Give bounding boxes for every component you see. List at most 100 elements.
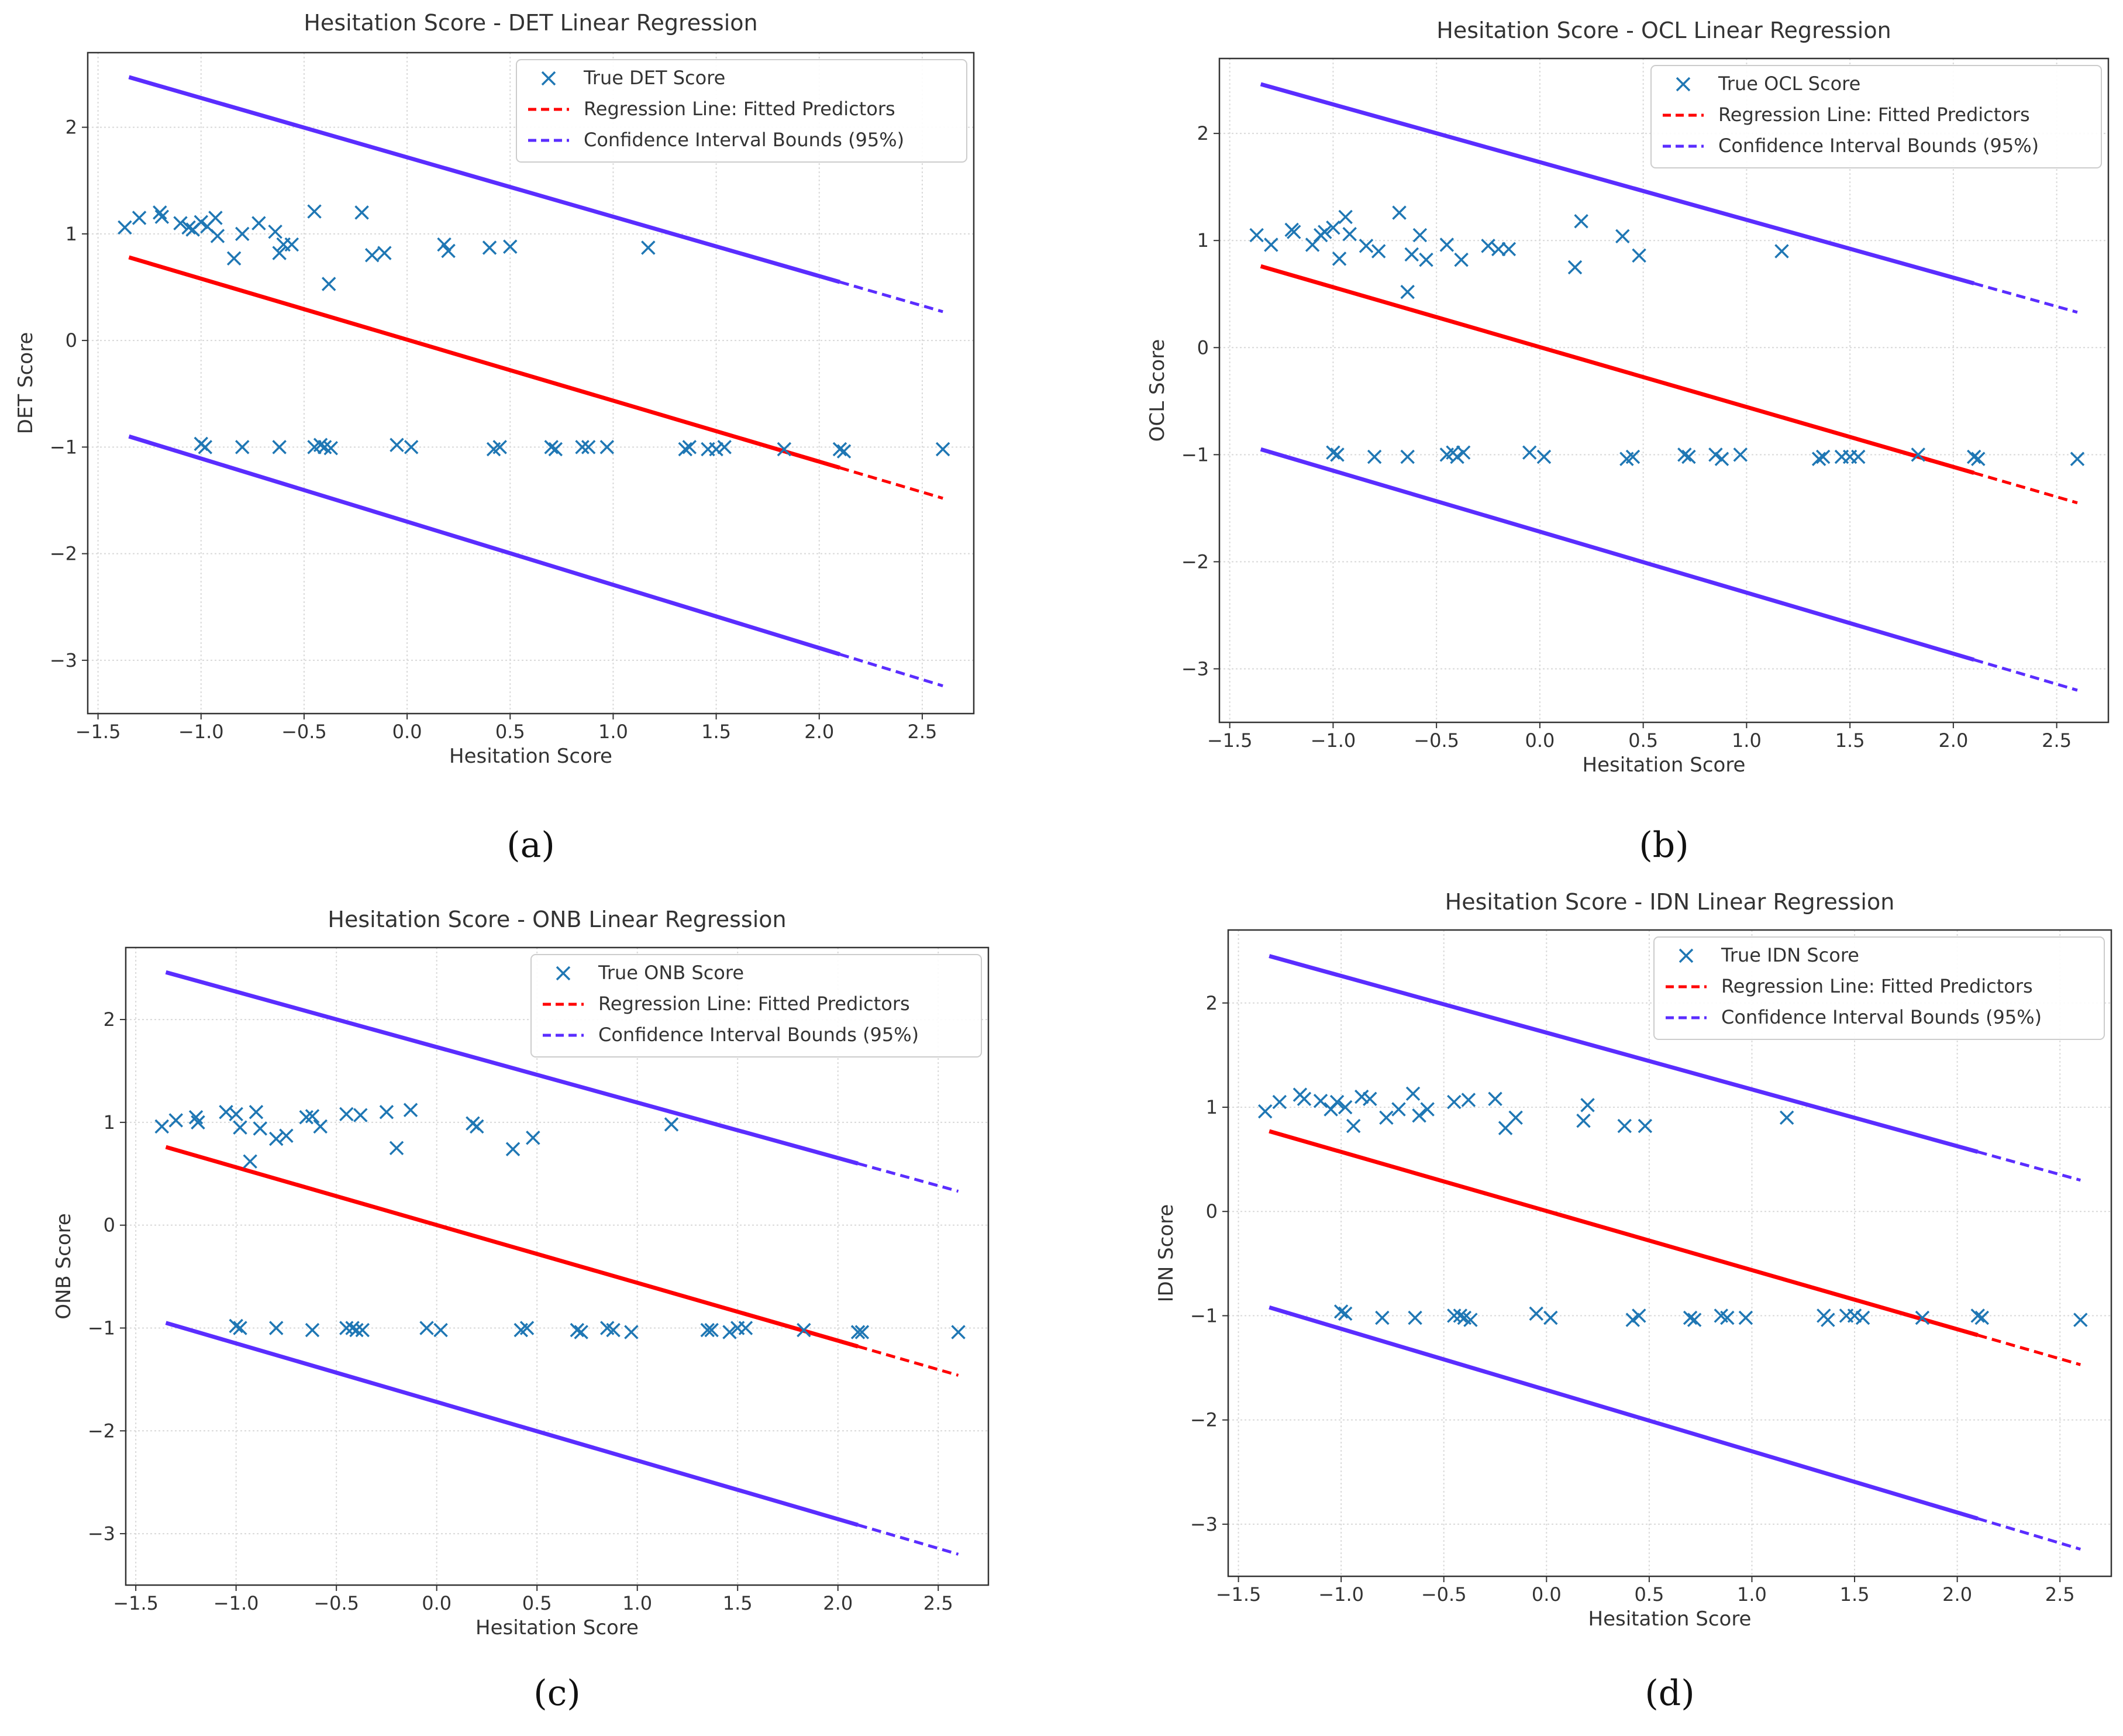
scatter-point: [437, 237, 452, 252]
scatter-point: [389, 1141, 404, 1156]
legend-scatter-marker: [541, 71, 556, 86]
legend-label: Confidence Interval Bounds (95%): [598, 1024, 919, 1046]
scatter-point: [624, 1325, 639, 1339]
scatter-point: [235, 226, 250, 242]
confidence-bound-line-tail: [1977, 1517, 2081, 1551]
scatter-point: [2073, 1313, 2088, 1327]
x-tick-label: −1.5: [1207, 729, 1253, 752]
confidence-bound-line-tail: [1973, 658, 2078, 692]
x-tick-label: 1.0: [598, 721, 628, 743]
scatter-point: [951, 1325, 966, 1339]
scatter-point: [1332, 252, 1347, 266]
scatter-point: [1359, 239, 1374, 253]
legend: True DET Score Regression Line: Fitted Pr…: [516, 59, 967, 163]
x-tick-label: −0.5: [1414, 729, 1459, 752]
scatter-point: [419, 1321, 434, 1335]
scatter-point: [1974, 1310, 1990, 1325]
scatter-point: [738, 1321, 753, 1335]
confidence-bound-line: [128, 75, 840, 284]
scatter-point: [118, 220, 132, 235]
scatter-point: [1287, 225, 1301, 239]
y-tick-label: 0: [1206, 1200, 1218, 1222]
scatter-point: [299, 1110, 313, 1125]
scatter-point: [233, 1120, 247, 1135]
scatter-point: [1529, 1306, 1543, 1321]
scatter-point: [1847, 1308, 1862, 1323]
scatter-point: [482, 240, 497, 255]
scatter-point: [1392, 205, 1407, 220]
confidence-bound-line: [128, 434, 841, 656]
chart-panel-b: −1.5 −1.0 −0.5 0.0 0.5 1.0 1.5 2.0 2.5 −3 −2 −1 0 1 2 H…: [1146, 18, 2110, 866]
scatter-point: [1821, 1313, 1835, 1327]
scatter-point: [575, 440, 590, 454]
scatter-point: [832, 442, 847, 457]
scatter-point: [935, 442, 950, 457]
y-tick-label: −2: [1181, 550, 1209, 573]
scatter-point: [1567, 260, 1583, 275]
x-tick-label: −1.0: [178, 721, 224, 743]
legend: True IDN Score Regression Line: Fitted Pr…: [1653, 936, 2105, 1040]
x-tick-label: 0.0: [422, 1592, 452, 1614]
scatter-point: [403, 1103, 418, 1118]
x-axis-label: Hesitation Score: [1583, 753, 1746, 777]
scatter-point: [1508, 1110, 1523, 1125]
scatter-point: [1249, 228, 1264, 243]
scatter-point: [249, 1105, 264, 1120]
scatter-point: [1855, 1310, 1870, 1325]
scatter-point: [1970, 1308, 1985, 1323]
scatter-point: [233, 1321, 247, 1335]
scatter-point: [272, 246, 287, 260]
scatter-point: [404, 440, 419, 454]
scatter-point: [390, 438, 404, 452]
regression-line-tail: [839, 466, 943, 500]
scatter-point: [1447, 1094, 1462, 1110]
scatter-point: [313, 438, 328, 452]
scatter-point: [1375, 1310, 1390, 1325]
scatter-point: [1400, 449, 1415, 464]
scatter-point: [1733, 447, 1748, 462]
scatter-point: [307, 204, 322, 219]
x-tick-label: −1.5: [75, 721, 121, 743]
y-tick-label: −1: [88, 1317, 115, 1339]
scatter-point: [235, 440, 250, 454]
scatter-point: [323, 440, 338, 456]
legend-label: Confidence Interval Bounds (95%): [1718, 135, 2039, 157]
scatter-point: [305, 1322, 320, 1338]
y-tick-label: −2: [1190, 1409, 1218, 1431]
scatter-point: [355, 1322, 370, 1338]
y-tick-label: 2: [1197, 122, 1209, 144]
scatter-point: [503, 239, 518, 254]
legend-label: Regression Line: Fitted Predictors: [584, 98, 895, 120]
legend-label: Regression Line: Fitted Predictors: [1721, 975, 2033, 997]
scatter-point: [229, 1107, 243, 1122]
y-axis-label: ONB Score: [52, 1213, 75, 1320]
scatter-point: [321, 277, 336, 291]
x-tick-label: 0.0: [1525, 729, 1555, 752]
x-tick-label: 1.5: [1840, 1583, 1870, 1606]
confidence-bound-line: [1260, 447, 1975, 662]
scatter-point: [1404, 247, 1419, 262]
confidence-bound-line-tail: [839, 653, 943, 688]
regression-line-tail: [1977, 1334, 2081, 1366]
panel-caption: (a): [506, 825, 555, 866]
y-tick-label: −3: [1190, 1513, 1218, 1535]
x-tick-label: 1.5: [701, 721, 731, 743]
x-tick-label: 1.0: [622, 1592, 652, 1614]
y-tick-label: 1: [66, 223, 77, 245]
y-tick-label: −1: [1190, 1304, 1218, 1327]
y-tick-label: 2: [104, 1008, 115, 1031]
scatter-point: [1420, 1102, 1435, 1117]
scatter-point: [1326, 445, 1340, 460]
scatter-point: [1815, 449, 1831, 464]
y-tick-label: 1: [104, 1111, 115, 1134]
chart-title: Hesitation Score - DET Linear Regression: [304, 10, 757, 36]
y-tick-label: 2: [1206, 992, 1218, 1014]
scatter-point: [1367, 449, 1382, 464]
scatter-point: [581, 440, 596, 454]
legend-scatter-marker: [1676, 77, 1691, 92]
x-tick-label: 1.5: [1835, 729, 1865, 752]
y-tick-label: 0: [1197, 336, 1209, 359]
y-tick-label: −3: [1181, 657, 1209, 680]
x-axis-label: Hesitation Score: [449, 745, 612, 768]
